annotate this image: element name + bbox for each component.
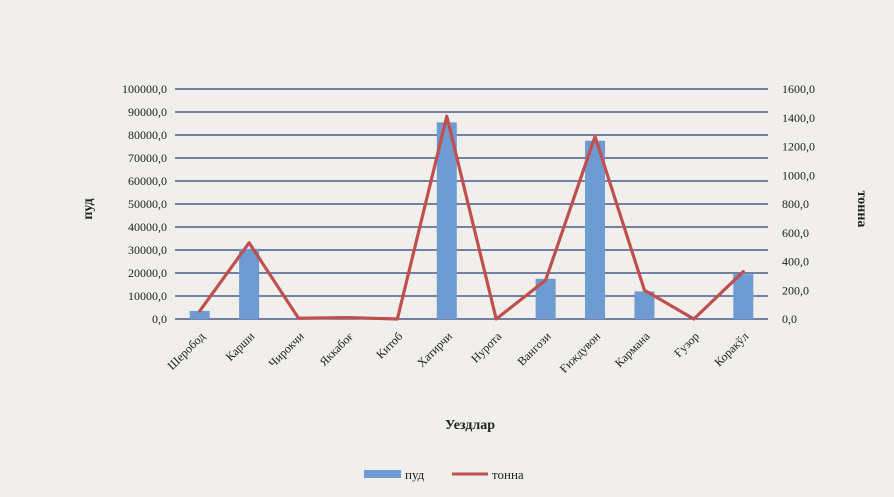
- y2-tick-label: 1200,0: [782, 140, 815, 154]
- y-tick-label: 70000,0: [128, 151, 167, 165]
- y2-tick-label: 600,0: [782, 226, 809, 240]
- x-tick-label: Ғиждувон: [557, 329, 604, 376]
- y-tick-label: 90000,0: [128, 105, 167, 119]
- x-tick-label: Вангози: [514, 329, 554, 369]
- x-tick-label: Ғузор: [671, 329, 702, 360]
- x-tick-label: Кармана: [612, 329, 653, 370]
- bar: [535, 278, 556, 319]
- bar: [239, 248, 260, 319]
- y2-tick-label: 1600,0: [782, 82, 815, 96]
- y-tick-label: 80000,0: [128, 128, 167, 142]
- right-axis-ticks: 0,0 200,0 400,0 600,0 800,0 1000,0 1200,0 1400,…: [782, 82, 815, 326]
- x-tick-label: Китоб: [373, 329, 405, 361]
- bar-series-pud: [189, 122, 754, 319]
- x-tick-label: Коракўл: [711, 329, 751, 369]
- y2-tick-label: 0,0: [782, 312, 797, 326]
- y2-tick-label: 800,0: [782, 197, 809, 211]
- x-tick-label: Шеробод: [164, 329, 207, 372]
- y-axis-title: пуд: [81, 198, 96, 219]
- y2-tick-label: 1000,0: [782, 168, 815, 182]
- legend: пуд тонна: [364, 467, 524, 482]
- bar: [436, 122, 457, 319]
- bar: [189, 310, 210, 319]
- x-tick-label: Хатирчи: [414, 329, 455, 370]
- series-line: [198, 114, 745, 321]
- y2-tick-label: 400,0: [782, 255, 809, 269]
- y-tick-label: 0,0: [152, 312, 167, 326]
- legend-label-pud: пуд: [405, 467, 425, 482]
- y2-axis-title: тонна: [854, 191, 869, 228]
- bar: [634, 291, 655, 319]
- left-axis-ticks: 0,0 10000,0 20000,0 30000,0 40000,0 50000,0 60…: [122, 82, 167, 326]
- y2-tick-label: 200,0: [782, 283, 809, 297]
- y-tick-label: 40000,0: [128, 220, 167, 234]
- y-tick-label: 30000,0: [128, 243, 167, 257]
- legend-swatch-pud: [364, 470, 401, 478]
- x-tick-label: Карши: [223, 329, 258, 364]
- y-tick-label: 100000,0: [122, 82, 167, 96]
- y2-tick-label: 1400,0: [782, 111, 815, 125]
- x-tick-label: Чирокчи: [266, 329, 307, 370]
- legend-label-tonna: тонна: [492, 467, 524, 482]
- x-axis-title: Уездлар: [445, 418, 495, 433]
- y-tick-label: 20000,0: [128, 266, 167, 280]
- gridlines: [175, 88, 768, 320]
- x-axis-ticks: Шеробод Карши Чирокчи Яккабоғ Китоб Хатирчи Ну…: [164, 329, 751, 376]
- y-tick-label: 10000,0: [128, 289, 167, 303]
- bar: [733, 274, 754, 319]
- y-tick-label: 60000,0: [128, 174, 167, 188]
- bar: [585, 140, 606, 319]
- x-tick-label: Нурота: [468, 329, 505, 366]
- line-series-tonna: [198, 114, 745, 321]
- y-tick-label: 50000,0: [128, 197, 167, 211]
- x-tick-label: Яккабоғ: [317, 329, 357, 369]
